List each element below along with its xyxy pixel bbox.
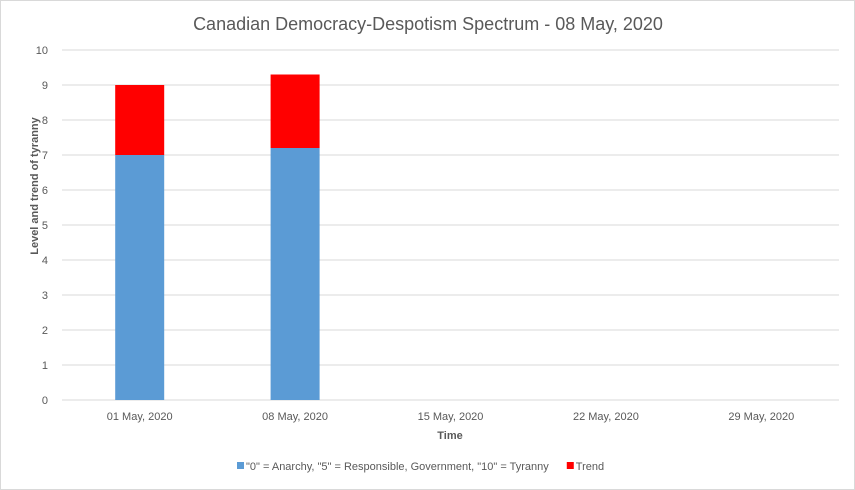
legend-label: "0" = Anarchy, "5" = Responsible, Govern…	[246, 461, 549, 473]
y-tick-label: 0	[42, 395, 48, 407]
y-tick-label: 1	[42, 360, 48, 372]
y-tick-label: 5	[42, 220, 48, 232]
y-tick-label: 8	[42, 115, 48, 127]
bars	[115, 74, 320, 400]
x-tick-label: 22 May, 2020	[573, 411, 639, 423]
x-tick-label: 01 May, 2020	[107, 411, 173, 423]
legend-label: Trend	[576, 461, 604, 473]
legend-swatch	[237, 462, 244, 469]
gridlines	[62, 49, 839, 401]
y-tick-label: 2	[42, 325, 48, 337]
y-tick-label: 10	[36, 45, 48, 57]
y-tick-label: 9	[42, 80, 48, 92]
x-axis-label: Time	[437, 430, 462, 442]
bar-segment-series-0	[115, 155, 165, 400]
x-tick-label: 08 May, 2020	[262, 411, 328, 423]
bar-segment-series-1	[270, 74, 320, 148]
x-axis-ticks: 01 May, 2020 08 May, 2020 15 May, 2020 22 M…	[107, 411, 794, 423]
y-tick-label: 6	[42, 185, 48, 197]
chart-title: Canadian Democracy-Despotism Spectrum - …	[193, 14, 663, 34]
y-axis-label: Level and trend of tyranny	[29, 116, 41, 254]
bar-segment-series-0	[270, 148, 320, 400]
y-tick-label: 4	[42, 255, 48, 267]
y-axis-ticks: 0 1 2 3 4 5 6 7 8 9 10	[36, 45, 48, 407]
legend: "0" = Anarchy, "5" = Responsible, Govern…	[237, 461, 604, 473]
bar-segment-series-1	[115, 85, 165, 155]
legend-swatch	[566, 462, 574, 469]
x-tick-label: 29 May, 2020	[728, 411, 794, 423]
y-tick-label: 3	[42, 290, 48, 302]
x-tick-label: 15 May, 2020	[418, 411, 484, 423]
y-tick-label: 7	[42, 150, 48, 162]
